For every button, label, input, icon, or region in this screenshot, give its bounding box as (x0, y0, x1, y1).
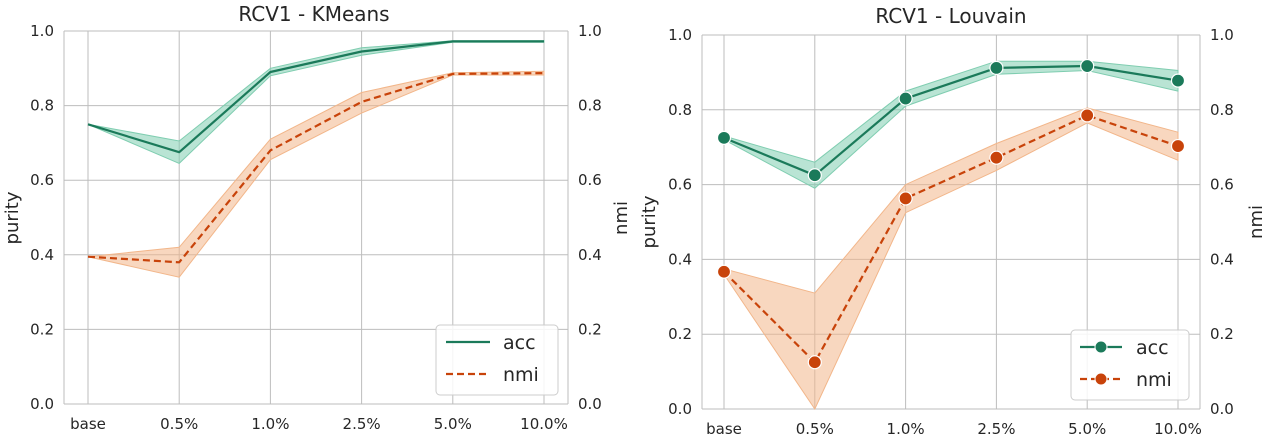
y-tick-label: 1.0 (1210, 26, 1234, 44)
y-tick-labels-left: 0.0 0.2 0.4 0.6 0.8 1.0 (668, 26, 692, 418)
y-tick-label: 0.2 (578, 320, 602, 338)
legend-label-nmi: nmi (503, 364, 539, 386)
point-acc (807, 168, 822, 183)
legend-label-nmi: nmi (1136, 369, 1172, 391)
point-acc (898, 91, 913, 106)
x-tick-label: 1.0% (251, 415, 289, 433)
legend: acc nmi (435, 324, 559, 396)
legend-box (435, 324, 559, 396)
y-axis-label-left: purity (2, 191, 23, 244)
y-axis-label-right: nmi (611, 201, 632, 235)
legend: acc nmi (1070, 329, 1190, 401)
y-tick-label: 0.0 (1210, 400, 1234, 418)
x-tick-label: base (706, 420, 742, 438)
y-tick-label: 0.8 (30, 97, 54, 115)
y-tick-labels-right: 0.0 0.2 0.4 0.6 0.8 1.0 (1210, 26, 1234, 418)
x-tick-labels: base 0.5% 1.0% 2.5% 5.0% 10.0% (706, 420, 1202, 438)
y-tick-label: 0.6 (30, 171, 54, 189)
x-tick-label: base (70, 415, 106, 433)
x-tick-label: 0.5% (796, 420, 834, 438)
y-tick-labels-right: 0.0 0.2 0.4 0.6 0.8 1.0 (578, 22, 602, 413)
point-nmi (989, 150, 1004, 165)
y-tick-label: 1.0 (30, 22, 54, 40)
y-axis-label-left: purity (639, 195, 660, 248)
y-tick-label: 0.2 (1210, 325, 1234, 343)
y-tick-labels-left: 0.0 0.2 0.4 0.6 0.8 1.0 (30, 22, 54, 413)
y-gridlines (64, 30, 568, 405)
series-line-nmi (87, 72, 545, 264)
x-tick-label: 10.0% (520, 415, 568, 433)
y-tick-label: 0.6 (668, 176, 692, 194)
series-line-acc (87, 40, 544, 154)
y-tick-label: 0.4 (668, 250, 692, 268)
y-tick-label: 0.8 (1210, 101, 1234, 119)
x-tick-label: 1.0% (887, 420, 925, 438)
point-acc (1080, 58, 1095, 74)
chart-title: RCV1 - KMeans (238, 2, 389, 26)
y-tick-label: 0.0 (30, 395, 54, 413)
y-tick-label: 0.4 (578, 246, 602, 264)
point-nmi (1170, 138, 1186, 154)
legend-entry-acc: acc (1080, 337, 1169, 359)
series-lines (723, 64, 1179, 364)
x-tick-label: 10.0% (1154, 420, 1202, 438)
x-tick-labels: base 0.5% 1.0% 2.5% 5.0% 10.0% (70, 415, 568, 433)
axes (63, 31, 569, 404)
confidence-bands (87, 40, 545, 278)
point-nmi (716, 264, 732, 279)
legend-entry-nmi: nmi (1080, 369, 1172, 391)
point-nmi (898, 191, 913, 206)
x-tick-label: 0.5% (160, 415, 198, 433)
legend-entry-acc: acc (446, 332, 536, 354)
legend-label-acc: acc (503, 332, 536, 354)
x-tick-label: 5.0% (1068, 420, 1106, 438)
band-nmi (723, 107, 1179, 411)
y-axis-label-right: nmi (1246, 205, 1266, 239)
y-tick-label: 0.8 (668, 101, 692, 119)
y-tick-label: 0.6 (1210, 176, 1234, 194)
chart-title: RCV1 - Louvain (875, 4, 1026, 28)
y-tick-label: 0.0 (668, 400, 692, 418)
band-nmi (87, 70, 545, 278)
y-tick-label: 0.2 (30, 320, 54, 338)
x-tick-label: 2.5% (977, 420, 1015, 438)
point-nmi (807, 355, 822, 370)
legend-marker-nmi (1094, 372, 1108, 386)
chart-kmeans: RCV1 - KMeans 0.00.20.40.60.81.0 0.00.20… (2, 2, 632, 433)
point-acc (716, 130, 732, 145)
point-acc (989, 60, 1004, 76)
x-tick-label: 5.0% (434, 415, 472, 433)
series-lines (87, 40, 545, 264)
y-tick-label: 0.8 (578, 97, 602, 115)
y-tick-label: 0.4 (30, 246, 54, 264)
y-tick-label: 1.0 (578, 22, 602, 40)
legend-label-acc: acc (1136, 337, 1169, 359)
series-markers (716, 58, 1186, 370)
y-tick-label: 0.2 (668, 325, 692, 343)
series-line-nmi (723, 114, 1179, 364)
legend-marker-acc (1094, 340, 1108, 354)
legend-entry-nmi: nmi (446, 364, 539, 386)
y-tick-label: 0.6 (578, 171, 602, 189)
y-tick-label: 1.0 (668, 26, 692, 44)
x-tick-label: 2.5% (343, 415, 381, 433)
axes (701, 35, 1201, 409)
y-tick-label: 0.0 (578, 395, 602, 413)
chart-louvain: RCV1 - Louvain 0.0 0.2 0.4 0.6 0.8 1.0 0.0 0.2… (639, 4, 1266, 438)
y-tick-label: 0.4 (1210, 250, 1234, 268)
point-acc (1170, 73, 1186, 88)
series-line-acc (723, 64, 1179, 177)
point-nmi (1080, 108, 1095, 123)
